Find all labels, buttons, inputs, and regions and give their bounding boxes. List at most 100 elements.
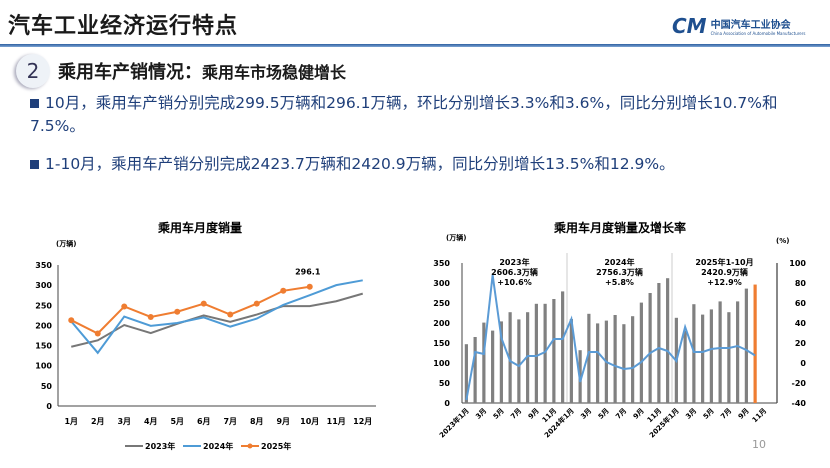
legend-marker <box>247 443 253 449</box>
data-point <box>68 317 75 324</box>
sales-growth-combo-chart: 乘用车月度销量及增长率(万辆) (%)050100150200250300350-… <box>433 220 807 440</box>
y-tick-label: 50 <box>439 379 451 388</box>
sales-bar <box>736 301 740 403</box>
sales-bar <box>709 309 713 403</box>
x-tick-label: 12月 <box>353 417 372 426</box>
legend-label: 2025年 <box>261 441 291 451</box>
header-divider <box>0 44 830 47</box>
sales-bar <box>622 324 626 403</box>
x-tick-label: 11月 <box>327 417 346 426</box>
page-number: 10 <box>752 438 766 451</box>
logo-text: 中国汽车工业协会 <box>710 20 791 31</box>
data-point <box>200 300 207 307</box>
x-tick-label: 5月 <box>170 417 184 426</box>
bullet-text: 10月，乘用车产销分别完成299.5万辆和296.1万辆，环比分别增长3.3%和… <box>30 94 778 135</box>
x-tick-label: 9月 <box>527 407 541 421</box>
section-number: 2 <box>16 54 50 88</box>
y-tick-label: 300 <box>35 281 52 290</box>
data-point <box>147 313 154 320</box>
y-tick-label: 200 <box>433 319 450 328</box>
section-heading: 2 乘用车产销情况： 乘用车市场稳健增长 <box>16 54 346 88</box>
year-summary-label: 2420.9万辆 <box>701 267 748 277</box>
sales-bar <box>517 319 521 403</box>
x-tick-label: 7月 <box>223 417 237 426</box>
sales-bar <box>587 313 591 403</box>
bullet-square-icon <box>30 99 39 108</box>
sales-bar <box>596 323 600 403</box>
y-tick-label: 200 <box>35 321 52 330</box>
data-label: 296.1 <box>295 268 321 277</box>
y-tick-label: 350 <box>433 259 450 268</box>
y-axis-unit: (万辆) <box>56 239 76 248</box>
sales-bar <box>561 291 565 403</box>
y2-tick-label: 80 <box>795 279 807 288</box>
x-tick-label: 3月 <box>117 417 131 426</box>
y-tick-label: 0 <box>46 402 52 411</box>
y2-tick-label: 100 <box>789 259 806 268</box>
series-line-2023年 <box>71 292 364 348</box>
series-line-2024年 <box>70 279 363 355</box>
sales-bar <box>534 303 538 403</box>
sales-bar <box>727 312 731 403</box>
growth-rate-line <box>465 274 756 401</box>
data-point <box>280 287 287 294</box>
sales-bar <box>639 302 643 403</box>
sales-bar <box>701 314 705 403</box>
x-tick-label: 8月 <box>250 417 264 426</box>
sales-bar <box>666 278 670 403</box>
year-summary-label: 2025年1-10月 <box>695 257 753 267</box>
y2-tick-label: -20 <box>792 379 807 388</box>
section-title: 乘用车产销情况： <box>58 62 202 83</box>
sales-bar <box>543 303 547 403</box>
sales-bar <box>482 322 486 403</box>
section-subtitle: 乘用车市场稳健增长 <box>202 63 347 82</box>
data-point <box>94 330 101 337</box>
x-tick-label: 4月 <box>144 417 158 426</box>
y-tick-label: 150 <box>35 342 52 351</box>
sales-bar <box>491 330 495 403</box>
sales-bar <box>744 288 748 403</box>
y-tick-label: 50 <box>41 382 53 391</box>
x-tick-label: 5月 <box>492 407 506 421</box>
x-tick-label: 5月 <box>702 407 716 421</box>
sales-bar <box>613 315 617 403</box>
series-line-2025年 <box>70 285 310 335</box>
y-tick-label: 100 <box>35 362 52 371</box>
y-axis-unit: (万辆) <box>446 233 466 242</box>
sales-bar <box>718 301 722 403</box>
year-summary-label: 2756.3万辆 <box>596 267 643 277</box>
data-point <box>253 300 260 307</box>
sales-bar <box>508 312 512 403</box>
y-tick-label: 100 <box>433 359 450 368</box>
sales-bar <box>526 312 530 403</box>
x-tick-label: 9月 <box>276 417 290 426</box>
bullet-2: 1-10月，乘用车产销分别完成2423.7万辆和2420.9万辆，同比分别增长1… <box>30 153 810 176</box>
x-tick-label: 7月 <box>614 407 628 421</box>
sales-bar <box>631 316 635 403</box>
page-title: 汽车工业经济运行特点 <box>8 14 239 39</box>
x-tick-label: 5月 <box>597 407 611 421</box>
y-tick-label: 150 <box>433 339 450 348</box>
x-tick-label: 3月 <box>684 407 698 421</box>
x-tick-label: 6月 <box>197 417 211 426</box>
sales-bar <box>569 319 573 403</box>
y2-tick-label: 20 <box>795 339 807 348</box>
sales-bar <box>648 293 652 403</box>
sales-bar <box>552 299 556 403</box>
x-tick-label: 9月 <box>737 407 751 421</box>
chart-title: 乘用车月度销量 <box>157 220 242 235</box>
y-tick-label: 300 <box>433 279 450 288</box>
x-tick-label: 2月 <box>91 417 105 426</box>
caam-logo: CM 中国汽车工业协会 China Association of Automobil… <box>672 14 805 38</box>
x-tick-label: 1月 <box>64 417 78 426</box>
sales-bar <box>692 304 696 403</box>
data-point <box>121 303 128 310</box>
bullet-text: 1-10月，乘用车产销分别完成2423.7万辆和2420.9万辆，同比分别增长1… <box>45 155 675 173</box>
caam-logo-icon: CM <box>672 14 707 38</box>
sales-bar <box>473 337 477 403</box>
sales-bar <box>464 344 468 403</box>
legend-label: 2023年 <box>145 441 175 451</box>
x-tick-label: 3月 <box>474 407 488 421</box>
data-point <box>306 283 313 290</box>
y2-tick-label: -40 <box>792 399 807 408</box>
